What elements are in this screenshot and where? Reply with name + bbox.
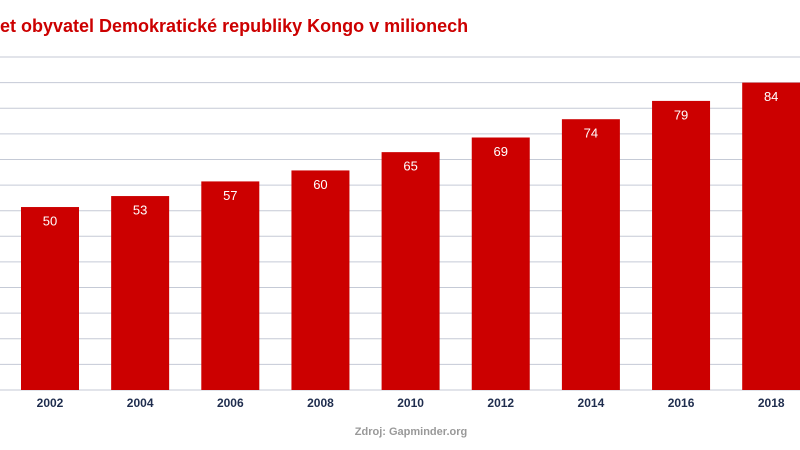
- bar: [21, 207, 79, 390]
- value-label: 50: [43, 213, 57, 228]
- value-label: 69: [494, 144, 508, 159]
- bar: [742, 82, 800, 390]
- value-label: 79: [674, 107, 688, 122]
- value-label: 53: [133, 202, 147, 217]
- source-note: Zdroj: Gapminder.org: [355, 426, 467, 438]
- x-tick-label: 2002: [37, 396, 64, 410]
- value-label: 65: [403, 159, 417, 174]
- value-label: 57: [223, 188, 237, 203]
- x-tick-label: 2012: [487, 396, 514, 410]
- x-tick-label: 2018: [758, 396, 785, 410]
- bar: [471, 137, 530, 390]
- bar: [201, 181, 260, 390]
- x-tick-label: 2010: [397, 396, 424, 410]
- chart-title: et obyvatel Demokratické republiky Kongo…: [0, 16, 468, 36]
- bar: [381, 152, 440, 390]
- x-tick-label: 2004: [127, 396, 154, 410]
- x-tick-label: 2016: [668, 396, 695, 410]
- x-tick-label: 2008: [307, 396, 334, 410]
- value-label: 60: [313, 177, 327, 192]
- value-label: 84: [764, 89, 778, 104]
- x-tick-label: 2014: [578, 396, 605, 410]
- x-tick-label: 2006: [217, 396, 244, 410]
- bar: [291, 170, 350, 390]
- bar: [561, 119, 620, 390]
- bar: [111, 196, 170, 390]
- value-label: 74: [584, 126, 598, 141]
- bar: [652, 100, 711, 391]
